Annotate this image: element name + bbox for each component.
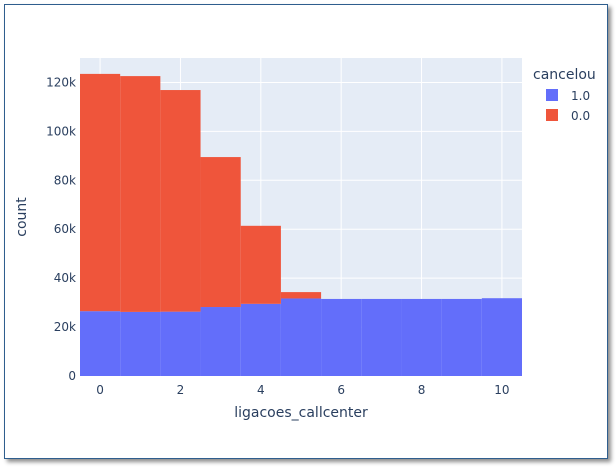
- bar-series2[interactable]: [80, 73, 121, 312]
- y-tick-label: 20k: [54, 320, 76, 334]
- y-axis-title: count: [14, 197, 30, 237]
- legend-label[interactable]: 0.0: [571, 109, 590, 123]
- y-tick-label: 100k: [46, 124, 76, 138]
- y-tick-label: 120k: [46, 75, 76, 89]
- bar-series2[interactable]: [120, 76, 161, 312]
- x-tick-label: 2: [177, 383, 185, 397]
- histogram-chart: 0 20k 40k 60k 80k 100k 120k 0 2 4 6 8 10 ligacoes_c…: [14, 58, 596, 421]
- y-tick-label: 60k: [54, 222, 76, 236]
- bar-series1[interactable]: [401, 298, 442, 376]
- bar-series1[interactable]: [120, 311, 161, 376]
- bar-series1[interactable]: [160, 311, 201, 376]
- legend-items[interactable]: 1.00.0: [546, 89, 590, 123]
- bars: [80, 73, 522, 376]
- bar-series2[interactable]: [160, 90, 201, 312]
- bar-series1[interactable]: [441, 298, 482, 376]
- bar-series1[interactable]: [240, 303, 281, 376]
- bar-series1[interactable]: [200, 307, 241, 376]
- bar-series2[interactable]: [280, 292, 322, 299]
- x-tick-label: 8: [418, 383, 426, 397]
- legend-label[interactable]: 1.0: [571, 89, 590, 103]
- y-tick-label: 80k: [54, 173, 76, 187]
- x-tick-label: 0: [96, 383, 104, 397]
- y-axis-ticks: 0 20k 40k 60k 80k 100k 120k: [46, 75, 76, 383]
- x-axis-ticks: 0 2 4 6 8 10: [96, 383, 509, 397]
- legend[interactable]: cancelou 1.00.0: [533, 67, 596, 123]
- bar-series1[interactable]: [321, 298, 362, 376]
- y-tick-label: 40k: [54, 271, 76, 285]
- bar-series2[interactable]: [200, 157, 241, 308]
- legend-swatch[interactable]: [546, 89, 558, 101]
- bar-series1[interactable]: [280, 298, 322, 376]
- y-tick-label: 0: [68, 369, 76, 383]
- bar-series1[interactable]: [481, 298, 522, 376]
- x-tick-label: 4: [257, 383, 265, 397]
- x-axis-title: ligacoes_callcenter: [234, 405, 368, 421]
- legend-swatch[interactable]: [546, 109, 558, 121]
- bar-series2[interactable]: [240, 225, 281, 304]
- bar-series1[interactable]: [361, 298, 402, 376]
- x-tick-label: 6: [337, 383, 345, 397]
- legend-title: cancelou: [533, 67, 596, 83]
- chart-frame: 0 20k 40k 60k 80k 100k 120k 0 2 4 6 8 10 ligacoes_c…: [4, 4, 608, 459]
- bar-series1[interactable]: [80, 311, 121, 376]
- x-tick-label: 10: [494, 383, 509, 397]
